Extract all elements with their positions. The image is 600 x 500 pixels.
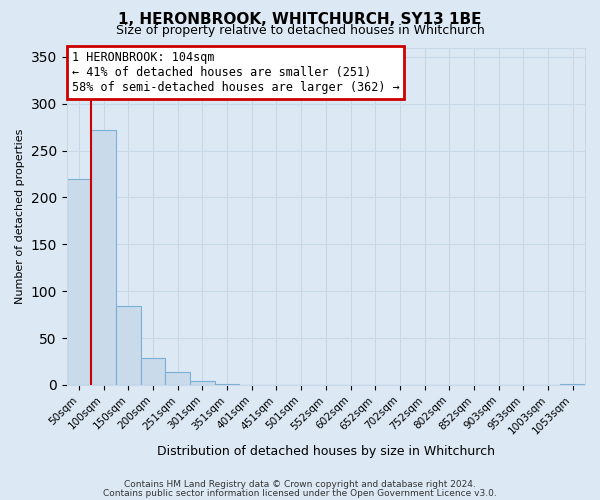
Bar xyxy=(560,384,585,385)
X-axis label: Distribution of detached houses by size in Whitchurch: Distribution of detached houses by size … xyxy=(157,444,495,458)
Bar xyxy=(141,358,166,385)
Text: Size of property relative to detached houses in Whitchurch: Size of property relative to detached ho… xyxy=(116,24,484,37)
Bar xyxy=(116,306,141,385)
Text: Contains HM Land Registry data © Crown copyright and database right 2024.: Contains HM Land Registry data © Crown c… xyxy=(124,480,476,489)
Text: Contains public sector information licensed under the Open Government Licence v3: Contains public sector information licen… xyxy=(103,488,497,498)
Bar xyxy=(190,381,215,385)
Bar xyxy=(91,130,116,385)
Bar xyxy=(215,384,239,385)
Text: 1, HERONBROOK, WHITCHURCH, SY13 1BE: 1, HERONBROOK, WHITCHURCH, SY13 1BE xyxy=(118,12,482,28)
Bar xyxy=(166,372,190,385)
Bar xyxy=(67,178,91,385)
Text: 1 HERONBROOK: 104sqm
← 41% of detached houses are smaller (251)
58% of semi-deta: 1 HERONBROOK: 104sqm ← 41% of detached h… xyxy=(72,51,400,94)
Y-axis label: Number of detached properties: Number of detached properties xyxy=(15,128,25,304)
